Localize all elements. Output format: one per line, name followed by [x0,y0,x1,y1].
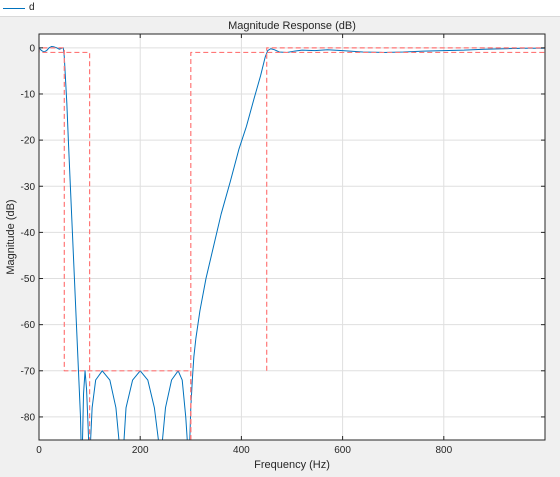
series-layer [39,45,545,440]
x-tick-label: 200 [132,445,149,456]
y-tick-label: 0 [29,43,35,54]
y-tick-label: -40 [21,228,36,239]
y-tick-label: -70 [21,366,36,377]
y-axis-label: Magnitude (dB) [5,199,17,274]
chart-title: Magnitude Response (dB) [228,20,356,32]
x-axis-label: Frequency (Hz) [254,459,330,471]
spec-mask-line[interactable] [39,47,91,440]
legend-item-d[interactable]: d [3,1,35,15]
legend-label-d: d [29,2,35,13]
y-tick-label: -20 [21,136,36,147]
x-tick-label: 600 [334,445,351,456]
y-tick-label: -30 [21,182,36,193]
grid [38,34,545,440]
y-tick-label: -10 [21,89,36,100]
x-tick-label: 0 [36,445,42,456]
spec-mask-line[interactable] [266,47,545,371]
plot-area[interactable] [39,34,545,440]
spec-mask-line[interactable] [190,51,545,440]
y-tick-label: -80 [21,412,36,423]
legend: d [0,0,560,17]
axes: 0 200 400 600 800 0 -10 -20 -30 -40 -50 -60 -70 -80 [21,34,545,456]
plot-frame [38,33,546,441]
x-tick-label: 800 [435,445,452,456]
legend-swatch-d [3,7,25,9]
y-tick-label: -50 [21,274,36,285]
y-tick-label: -60 [21,320,36,331]
x-tick-label: 400 [233,445,250,456]
